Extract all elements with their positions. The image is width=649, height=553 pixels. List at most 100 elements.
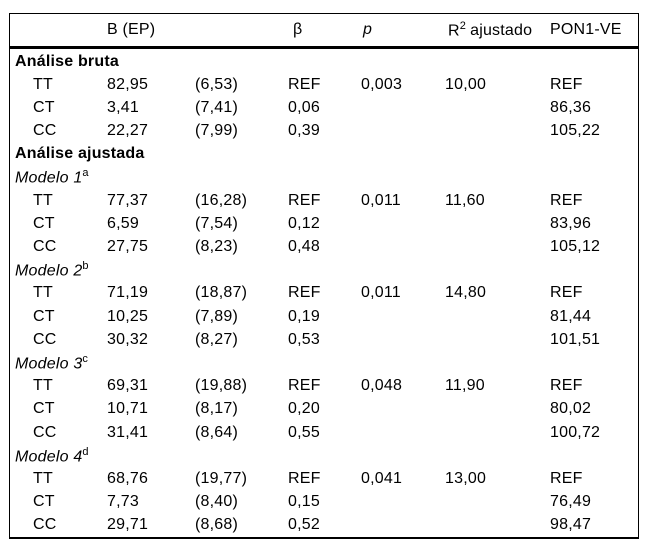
row-label: CT [33, 400, 55, 418]
row-label: CC [33, 122, 57, 140]
cell-b: 3,41 [107, 98, 139, 116]
row-label: TT [33, 469, 53, 487]
section-row: Modelo 3c [10, 351, 638, 374]
regression-table: B (EP) β p R2 ajustado PON1-VE Análise br… [9, 13, 639, 539]
section-label-superscript: b [82, 260, 89, 273]
header-r2-base: R [448, 22, 460, 40]
section-label-superscript: c [82, 352, 88, 365]
row-label: TT [33, 284, 53, 302]
cell-p: 0,011 [361, 284, 401, 302]
cell-beta: 0,12 [288, 214, 320, 232]
cell-pon1: REF [550, 469, 583, 487]
table-row: TT 68,76 (19,77) REF 0,041 13,00 REF [10, 467, 638, 490]
cell-ep: (7,41) [195, 98, 238, 116]
section-row: Análise bruta [10, 50, 638, 73]
cell-pon1: 80,02 [550, 400, 592, 418]
section-label: Modelo 3c [10, 353, 638, 373]
cell-b: 10,25 [107, 307, 149, 325]
section-label-text: Modelo 4 [15, 447, 83, 465]
cell-p: 0,011 [361, 191, 401, 209]
section-row: Modelo 2b [10, 259, 638, 282]
cell-pon1: 105,12 [550, 238, 601, 256]
cell-ep: (19,77) [195, 469, 248, 487]
cell-beta: 0,52 [288, 516, 320, 534]
cell-pon1: 98,47 [550, 516, 592, 534]
header-p: p [363, 21, 373, 38]
cell-r2: 13,00 [445, 469, 487, 487]
section-label: Análise ajustada [10, 145, 638, 163]
cell-pon1: 76,49 [550, 493, 592, 511]
cell-ep: (19,88) [195, 377, 248, 395]
cell-ep: (8,17) [195, 400, 238, 418]
cell-beta: 0,55 [288, 423, 320, 441]
cell-ep: (8,64) [195, 423, 238, 441]
table-row: TT 69,31 (19,88) REF 0,048 11,90 REF [10, 375, 638, 398]
cell-beta: 0,39 [288, 122, 320, 140]
cell-ep: (7,99) [195, 122, 238, 140]
header-pon1-ve: PON1-VE [550, 21, 622, 38]
section-label-text: Análise bruta [15, 52, 119, 70]
cell-ep: (7,54) [195, 214, 238, 232]
table-row: CT 10,25 (7,89) 0,19 81,44 [10, 305, 638, 328]
section-label: Modelo 4d [10, 446, 638, 466]
cell-p: 0,048 [361, 377, 403, 395]
row-label: CT [33, 214, 55, 232]
cell-b: 31,41 [107, 423, 149, 441]
cell-r2: 14,80 [445, 284, 487, 302]
table-header-row: B (EP) β p R2 ajustado PON1-VE [10, 14, 638, 49]
cell-p: 0,041 [361, 469, 403, 487]
header-r2-rest: ajustado [470, 22, 533, 40]
cell-pon1: 105,22 [550, 122, 601, 140]
table-row: CC 31,41 (8,64) 0,55 100,72 [10, 421, 638, 444]
cell-beta: 0,20 [288, 400, 320, 418]
cell-beta: 0,19 [288, 307, 320, 325]
cell-b: 10,71 [107, 400, 149, 418]
cell-b: 68,76 [107, 469, 149, 487]
row-label: TT [33, 377, 53, 395]
row-label: TT [33, 191, 53, 209]
section-label-text: Análise ajustada [15, 145, 145, 163]
cell-beta: REF [288, 377, 321, 395]
row-label: CT [33, 307, 55, 325]
section-label: Modelo 2b [10, 260, 638, 280]
header-b-ep: B (EP) [107, 21, 156, 38]
cell-ep: (8,68) [195, 516, 238, 534]
cell-b: 77,37 [107, 191, 149, 209]
table-row: TT 77,37 (16,28) REF 0,011 11,60 REF [10, 189, 638, 212]
header-beta: β [293, 21, 303, 38]
row-label: CT [33, 98, 55, 116]
section-label-text: Modelo 1 [15, 169, 83, 187]
table-row: TT 82,95 (6,53) REF 0,003 10,00 REF [10, 73, 638, 96]
cell-beta: 0,06 [288, 98, 320, 116]
cell-pon1: 100,72 [550, 423, 601, 441]
cell-b: 71,19 [107, 284, 149, 302]
cell-pon1: 81,44 [550, 307, 592, 325]
cell-beta: REF [288, 75, 321, 93]
table-row: CT 6,59 (7,54) 0,12 83,96 [10, 212, 638, 235]
row-label: CC [33, 330, 57, 348]
table-row: CT 3,41 (7,41) 0,06 86,36 [10, 96, 638, 119]
section-row: Modelo 4d [10, 444, 638, 467]
cell-ep: (18,87) [195, 284, 248, 302]
cell-pon1: REF [550, 377, 583, 395]
cell-b: 6,59 [107, 214, 139, 232]
cell-b: 30,32 [107, 330, 149, 348]
table-row: CC 30,32 (8,27) 0,53 101,51 [10, 328, 638, 351]
cell-ep: (8,27) [195, 330, 238, 348]
cell-beta: REF [288, 284, 321, 302]
cell-b: 29,71 [107, 516, 149, 534]
cell-b: 82,95 [107, 75, 149, 93]
cell-ep: (8,40) [195, 493, 238, 511]
cell-beta: REF [288, 469, 321, 487]
header-r2-superscript: 2 [459, 19, 467, 32]
cell-pon1: REF [550, 191, 583, 209]
row-label: CT [33, 493, 55, 511]
cell-r2: 11,90 [445, 377, 485, 395]
cell-p: 0,003 [361, 75, 403, 93]
row-label: CC [33, 516, 57, 534]
table-row: CC 29,71 (8,68) 0,52 98,47 [10, 514, 638, 537]
cell-pon1: 83,96 [550, 214, 592, 232]
cell-beta: 0,48 [288, 238, 320, 256]
section-label: Análise bruta [10, 53, 638, 71]
